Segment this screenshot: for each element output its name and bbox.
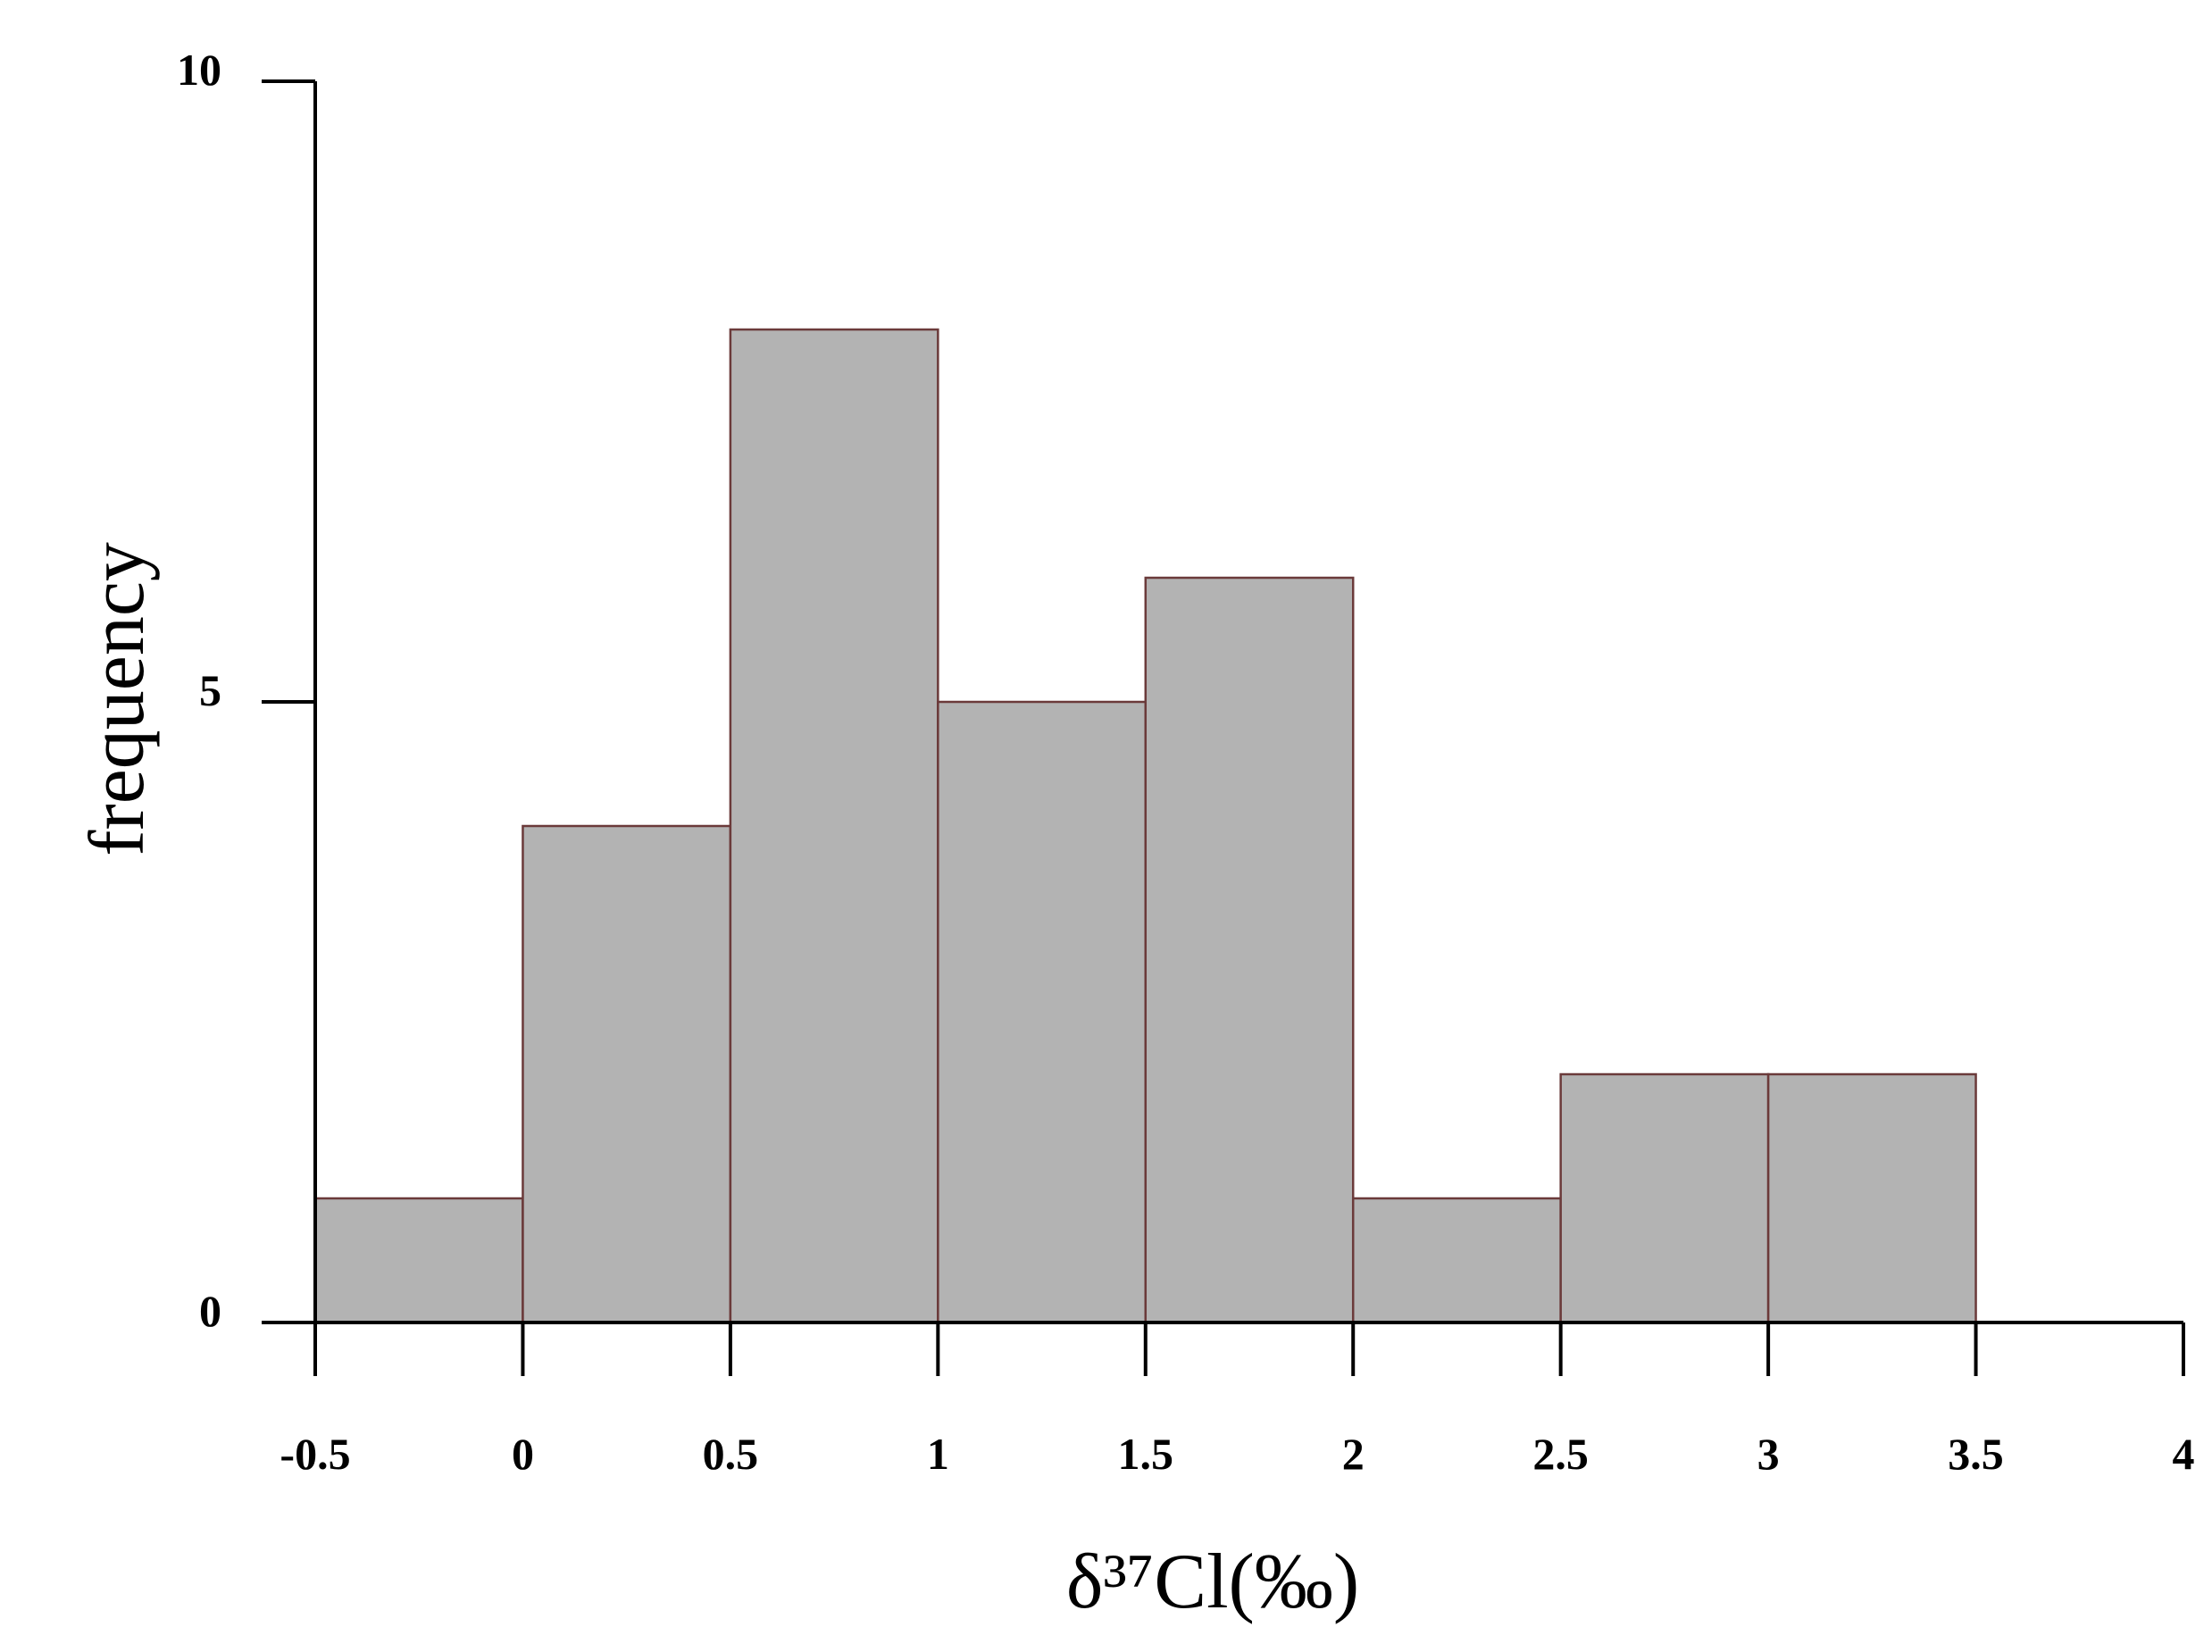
y-tick-label: 0 [199,1286,221,1336]
x-tick-label: 1 [927,1429,949,1479]
x-tick-label: -0.5 [280,1429,350,1479]
bar [1766,1072,1977,1324]
y-tick-label: 5 [199,665,221,715]
x-tick-label: 1.5 [1118,1429,1174,1479]
x-axis-label: δ³⁷Cl(‰) [1066,1539,1359,1625]
bar [1559,1072,1770,1324]
x-tick-label: 3 [1757,1429,1780,1479]
bar [522,824,732,1324]
y-tick-label: 10 [177,45,221,95]
x-tick-label: 0 [512,1429,534,1479]
bar [1144,576,1355,1324]
bar [937,700,1148,1324]
bar [313,1197,524,1324]
x-tick-label: 2.5 [1532,1429,1589,1479]
x-tick-label: 3.5 [1948,1429,2004,1479]
y-axis-label: frequency [74,542,161,856]
x-tick-label: 2 [1342,1429,1365,1479]
x-tick-label: 4 [2173,1429,2195,1479]
bar [729,328,939,1324]
x-tick-label: 0.5 [703,1429,759,1479]
bar [1351,1197,1562,1324]
